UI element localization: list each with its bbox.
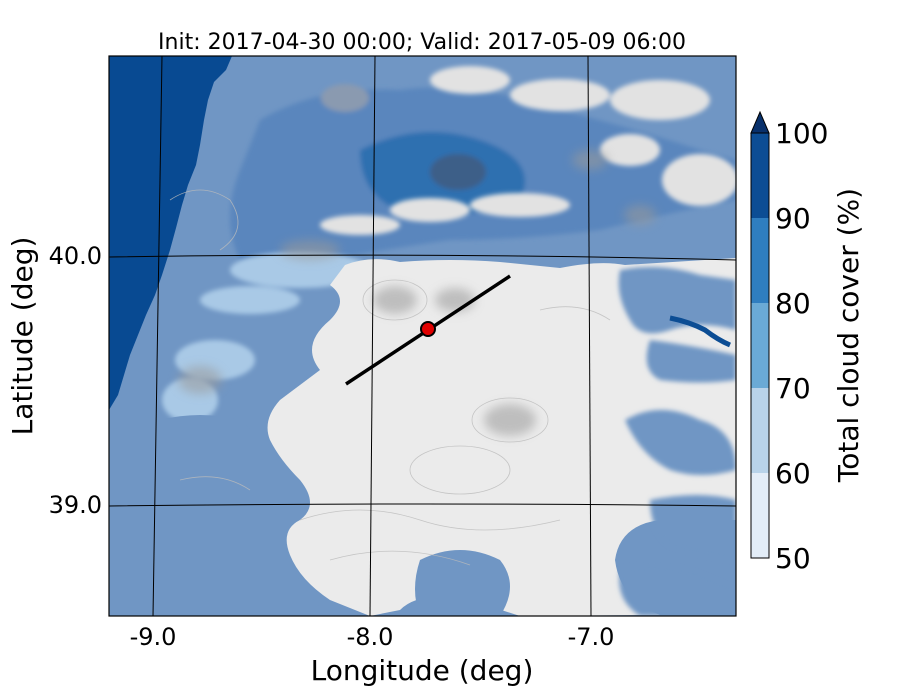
colorbar-segment — [751, 218, 769, 303]
clear-patches-north — [320, 66, 736, 235]
clear-sky-region — [267, 258, 736, 616]
cloud-east — [618, 266, 736, 616]
colorbar: 100 90 80 70 60 50 Total cloud cover (%) — [750, 110, 865, 575]
xtick-label: -8.0 — [347, 623, 394, 651]
colorbar-segment — [751, 388, 769, 473]
colorbar-tick-label: 90 — [775, 202, 811, 235]
location-marker — [420, 321, 436, 337]
graticule — [109, 56, 736, 616]
colorbar-tick-label: 80 — [775, 287, 811, 320]
cloud-south — [109, 415, 510, 616]
xtick-label: -9.0 — [130, 623, 177, 651]
colorbar-segment — [751, 303, 769, 388]
y-axis-label: Latitude (deg) — [6, 237, 39, 436]
colorbar-extend-arrow — [750, 110, 770, 134]
terrain-shading — [178, 150, 656, 436]
x-axis-label: Longitude (deg) — [311, 654, 534, 687]
map-panel — [109, 56, 736, 616]
ocean-area — [109, 56, 232, 410]
colorbar-tick-label: 70 — [775, 372, 811, 405]
ytick-label: 39.0 — [49, 491, 102, 519]
river-channel — [669, 315, 731, 348]
chart-title: Init: 2017-04-30 00:00; Valid: 2017-05-0… — [158, 30, 686, 55]
colorbar-segment — [751, 133, 769, 218]
colorbar-label: Total cloud cover (%) — [832, 188, 865, 483]
colorbar-segment — [751, 473, 769, 558]
colorbar-tick-label: 60 — [775, 457, 811, 490]
xtick-label: -7.0 — [568, 623, 615, 651]
ytick-label: 40.0 — [49, 242, 102, 270]
colorbar-tick-label: 50 — [775, 542, 811, 575]
map-frame — [108, 55, 737, 617]
colorbar-tick-label: 100 — [775, 117, 828, 150]
colorbar-frame — [750, 132, 770, 559]
terrain-contours — [169, 189, 611, 566]
